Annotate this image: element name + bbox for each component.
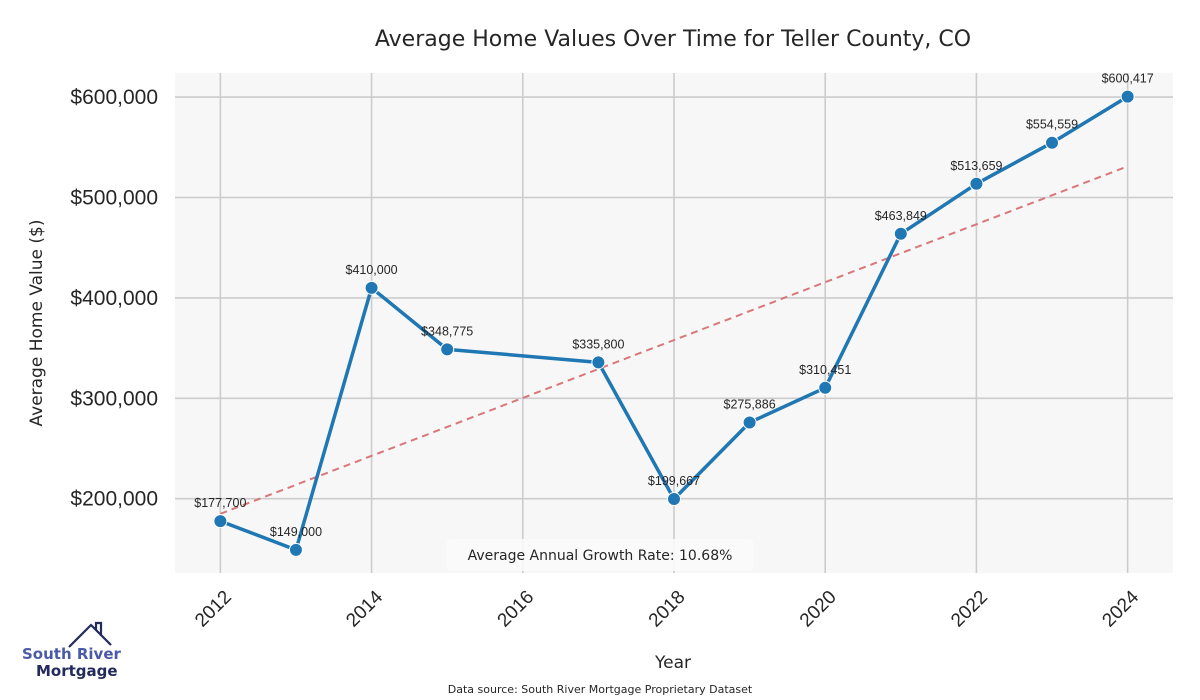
data-point-label: $335,800 [572, 337, 624, 351]
house-roof-icon [68, 621, 112, 648]
x-tick-label: 2018 [645, 587, 690, 632]
y-tick-label: $300,000 [70, 387, 158, 410]
data-point [440, 342, 455, 357]
south-river-mortgage-logo: South River Mortgage [22, 621, 122, 680]
data-point-label: $600,417 [1102, 72, 1154, 86]
data-point [364, 280, 379, 295]
data-point-label: $410,000 [346, 263, 398, 277]
data-markers [213, 89, 1135, 557]
data-point-label: $199,667 [648, 474, 700, 488]
data-point-label: $463,849 [875, 209, 927, 223]
y-tick-label: $500,000 [70, 186, 158, 209]
logo-line1: South River [22, 645, 122, 663]
data-point [969, 176, 984, 191]
chart-title: Average Home Values Over Time for Teller… [375, 27, 971, 52]
data-point [667, 492, 681, 507]
data-point-label: $513,659 [950, 159, 1002, 173]
x-tick-label: 2022 [947, 587, 992, 632]
growth-rate-text: Average Annual Growth Rate: 10.68% [468, 548, 733, 564]
data-point-label: $275,886 [724, 398, 776, 412]
data-point-label: $177,700 [194, 496, 246, 510]
trend-line [220, 165, 1128, 515]
x-axis-label: Year [654, 653, 691, 673]
data-point-label: $554,559 [1026, 118, 1078, 132]
series-line [219, 95, 1129, 552]
y-axis-label: Average Home Value ($) [27, 220, 47, 427]
y-tick-label: $600,000 [70, 86, 158, 109]
y-tick-label: $200,000 [70, 488, 158, 511]
data-point [1045, 135, 1060, 150]
data-point [742, 415, 757, 430]
data-point-label: $310,451 [799, 363, 851, 377]
logo-line2: Mortgage [36, 662, 118, 680]
data-point-label: $348,775 [421, 324, 473, 338]
data-point [213, 514, 228, 529]
x-tick-label: 2014 [342, 586, 387, 631]
x-tick-label: 2020 [796, 587, 841, 632]
data-point [893, 226, 908, 241]
growth-rate-annotation: Average Annual Growth Rate: 10.68% [446, 539, 754, 571]
y-axis-ticks: $200,000 $300,000 $400,000 $500,000 $600,000 [70, 86, 158, 511]
x-tick-label: 2012 [191, 587, 236, 632]
data-source-note: Data source: South River Mortgage Propri… [448, 683, 753, 696]
x-tick-label: 2016 [494, 587, 539, 632]
data-labels: $177,700 $149,000 $410,000 $348,775 $335,800… [194, 72, 1153, 539]
data-point [591, 355, 606, 370]
data-point-label: $149,000 [270, 525, 322, 539]
gridlines [175, 73, 1173, 573]
x-axis-ticks: 2012 2014 2016 2018 2020 2022 2024 [191, 586, 1143, 631]
data-point [818, 380, 833, 395]
x-tick-label: 2024 [1098, 586, 1143, 631]
y-tick-label: $400,000 [70, 287, 158, 310]
data-point [288, 542, 303, 557]
data-point [1120, 89, 1135, 104]
